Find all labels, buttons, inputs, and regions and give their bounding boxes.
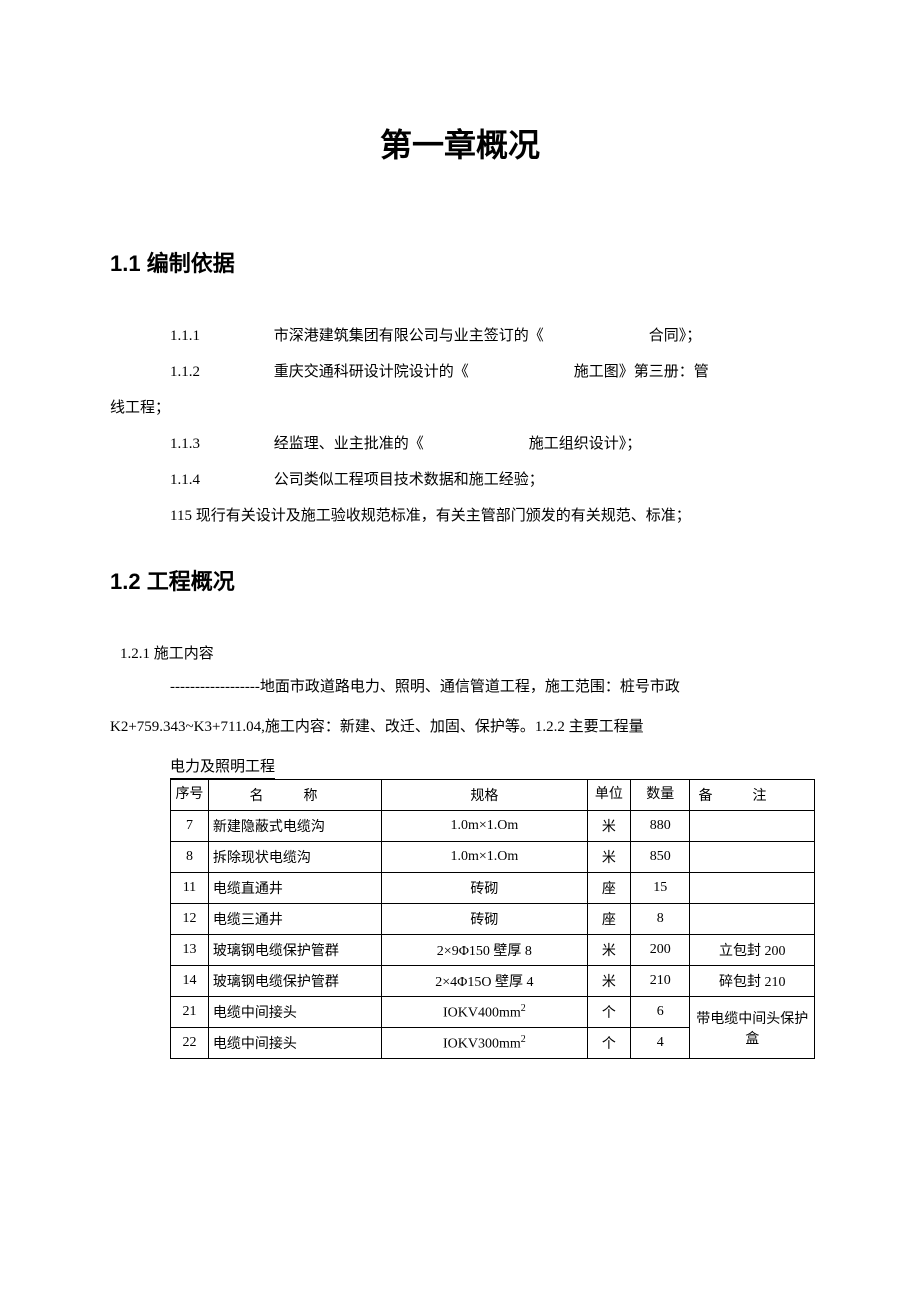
cell-seq: 21 bbox=[171, 997, 209, 1028]
cell-spec: 2×4Φ15O 壁厚 4 bbox=[382, 966, 588, 997]
cell-note bbox=[690, 873, 815, 904]
cell-seq: 7 bbox=[171, 811, 209, 842]
cell-name: 电缆三通井 bbox=[208, 904, 381, 935]
cell-name: 玻璃钢电缆保护管群 bbox=[208, 966, 381, 997]
cell-qty: 8 bbox=[630, 904, 690, 935]
cell-unit: 米 bbox=[587, 811, 630, 842]
cell-note bbox=[690, 904, 815, 935]
table-row: 12 电缆三通井 砖砌 座 8 bbox=[171, 904, 815, 935]
cell-note: 碎包封 210 bbox=[690, 966, 815, 997]
cell-unit: 米 bbox=[587, 935, 630, 966]
item-text: 公司类似工程项目技术数据和施工经验； bbox=[274, 472, 544, 488]
cell-name: 电缆中间接头 bbox=[208, 1028, 381, 1059]
cell-spec: IOKV300mm2 bbox=[382, 1028, 588, 1059]
cell-unit: 个 bbox=[587, 997, 630, 1028]
table-row: 21 电缆中间接头 IOKV400mm2 个 6 带电缆中间头保护盒 bbox=[171, 997, 815, 1028]
cell-qty: 880 bbox=[630, 811, 690, 842]
section-title: 工程概况 bbox=[147, 569, 235, 594]
header-name: 名称 bbox=[208, 780, 381, 811]
subsection-1-2-1: 1.2.1 施工内容 bbox=[120, 636, 810, 672]
cell-qty: 200 bbox=[630, 935, 690, 966]
cell-spec: 2×9Φ150 壁厚 8 bbox=[382, 935, 588, 966]
cell-unit: 米 bbox=[587, 966, 630, 997]
item-115: 115 现行有关设计及施工验收规范标准，有关主管部门颁发的有关规范、标准； bbox=[170, 498, 810, 534]
cell-spec: 砖砌 bbox=[382, 904, 588, 935]
paragraph-content: K2+759.343~K3+711.04,施工内容：新建、改迁、加固、保护等。1… bbox=[110, 712, 810, 744]
header-qty: 数量 bbox=[630, 780, 690, 811]
section-number: 1.1 bbox=[110, 251, 141, 276]
item-text: 市深港建筑集团有限公司与业主签订的《 合同》； bbox=[274, 328, 702, 344]
cell-note-merged: 带电缆中间头保护盒 bbox=[690, 997, 815, 1059]
header-spec: 规格 bbox=[382, 780, 588, 811]
cell-unit: 座 bbox=[587, 873, 630, 904]
table-row: 7 新建隐蔽式电缆沟 1.0m×1.Om 米 880 bbox=[171, 811, 815, 842]
table-row: 13 玻璃钢电缆保护管群 2×9Φ150 壁厚 8 米 200 立包封 200 bbox=[171, 935, 815, 966]
cell-name: 玻璃钢电缆保护管群 bbox=[208, 935, 381, 966]
cell-spec: 砖砌 bbox=[382, 873, 588, 904]
chapter-title: 第一章概况 bbox=[110, 120, 810, 166]
superscript: 2 bbox=[521, 1003, 526, 1014]
cell-qty: 850 bbox=[630, 842, 690, 873]
item-1-1-2-cont: 线工程； bbox=[110, 390, 810, 426]
cell-seq: 13 bbox=[171, 935, 209, 966]
item-1-1-3: 1.1.3 经监理、业主批准的《 施工组织设计》； bbox=[170, 426, 810, 462]
header-note: 备注 bbox=[690, 780, 815, 811]
superscript: 2 bbox=[521, 1034, 526, 1045]
table-row: 11 电缆直通井 砖砌 座 15 bbox=[171, 873, 815, 904]
cell-seq: 11 bbox=[171, 873, 209, 904]
cell-unit: 座 bbox=[587, 904, 630, 935]
paragraph-scope: ------------------地面市政道路电力、照明、通信管道工程，施工范… bbox=[170, 672, 810, 704]
item-number: 1.1.1 bbox=[170, 318, 270, 354]
cell-qty: 6 bbox=[630, 997, 690, 1028]
cell-unit: 米 bbox=[587, 842, 630, 873]
item-text: 经监理、业主批准的《 施工组织设计》； bbox=[274, 436, 642, 452]
item-1-1-2: 1.1.2 重庆交通科研设计院设计的《 施工图》第三册：管 bbox=[170, 354, 810, 390]
cell-qty: 15 bbox=[630, 873, 690, 904]
cell-spec: 1.0m×1.Om bbox=[382, 842, 588, 873]
cell-spec: IOKV400mm2 bbox=[382, 997, 588, 1028]
item-1-1-1: 1.1.1 市深港建筑集团有限公司与业主签订的《 合同》； bbox=[170, 318, 810, 354]
cell-name: 新建隐蔽式电缆沟 bbox=[208, 811, 381, 842]
section-title: 编制依据 bbox=[147, 251, 235, 276]
cell-name: 电缆直通井 bbox=[208, 873, 381, 904]
table-caption: 电力及照明工程 bbox=[170, 755, 275, 779]
section-number: 1.2 bbox=[110, 569, 141, 594]
header-seq: 序号 bbox=[171, 780, 209, 811]
quantity-table: 序号 名称 规格 单位 数量 备注 7 新建隐蔽式电缆沟 1.0m×1.Om 米… bbox=[170, 779, 815, 1059]
cell-seq: 12 bbox=[171, 904, 209, 935]
cell-seq: 14 bbox=[171, 966, 209, 997]
item-text: 重庆交通科研设计院设计的《 施工图》第三册：管 bbox=[274, 364, 709, 380]
header-unit: 单位 bbox=[587, 780, 630, 811]
cell-note: 立包封 200 bbox=[690, 935, 815, 966]
cell-name: 拆除现状电缆沟 bbox=[208, 842, 381, 873]
section-1-2-heading: 1.2 工程概况 bbox=[110, 564, 810, 596]
cell-note bbox=[690, 811, 815, 842]
cell-name: 电缆中间接头 bbox=[208, 997, 381, 1028]
cell-unit: 个 bbox=[587, 1028, 630, 1059]
table-row: 14 玻璃钢电缆保护管群 2×4Φ15O 壁厚 4 米 210 碎包封 210 bbox=[171, 966, 815, 997]
cell-qty: 4 bbox=[630, 1028, 690, 1059]
table-header-row: 序号 名称 规格 单位 数量 备注 bbox=[171, 780, 815, 811]
cell-spec: 1.0m×1.Om bbox=[382, 811, 588, 842]
cell-seq: 22 bbox=[171, 1028, 209, 1059]
table-row: 8 拆除现状电缆沟 1.0m×1.Om 米 850 bbox=[171, 842, 815, 873]
item-1-1-4: 1.1.4 公司类似工程项目技术数据和施工经验； bbox=[170, 462, 810, 498]
cell-qty: 210 bbox=[630, 966, 690, 997]
item-number: 1.1.3 bbox=[170, 426, 270, 462]
section-1-1-heading: 1.1 编制依据 bbox=[110, 246, 810, 278]
item-number: 1.1.4 bbox=[170, 462, 270, 498]
cell-seq: 8 bbox=[171, 842, 209, 873]
cell-note bbox=[690, 842, 815, 873]
item-number: 1.1.2 bbox=[170, 354, 270, 390]
